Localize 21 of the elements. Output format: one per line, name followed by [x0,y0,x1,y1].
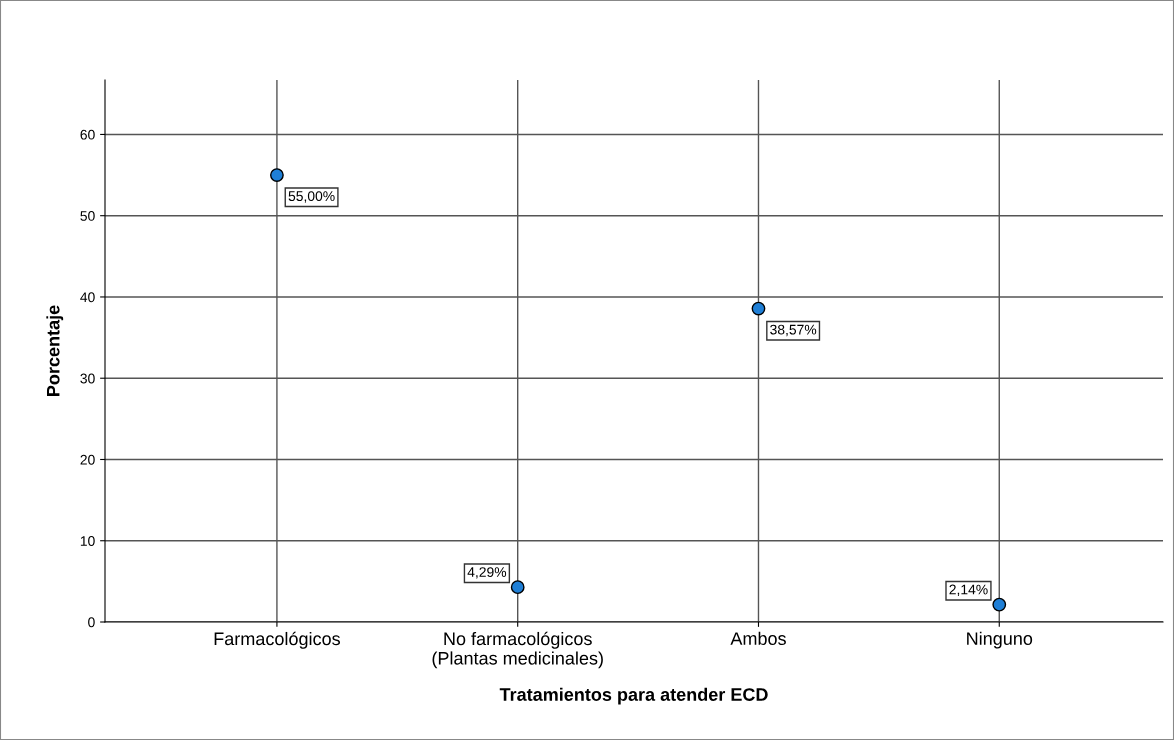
y-axis-title: Porcentaje [46,305,64,396]
data-label: 55,00% [288,191,335,203]
point [510,580,525,595]
data-label: 4,29% [467,567,507,579]
y-tick-label: 10 [80,536,95,546]
x-tick-label: No farmacológicos (Plantas medicinales) [432,631,603,669]
x-axis-title: Tratamientos para atender ECD [499,687,768,705]
x-tick-label: Ninguno [967,631,1033,649]
x-tick-label: Ambos [730,631,786,645]
y-tick-label: 50 [80,211,95,221]
point [992,597,1007,612]
point [270,168,284,182]
x-tick-label: Farmacológicos [214,631,340,649]
y-tick-label: 60 [80,129,95,140]
y-tick-label: 40 [80,292,95,303]
y-tick-label: 30 [80,373,95,384]
data-label: 38,57% [770,324,817,337]
point [751,301,766,316]
data-label: 2,14% [949,584,988,597]
y-tick-label: 20 [80,454,95,465]
y-tick-label: 0 [88,617,95,628]
